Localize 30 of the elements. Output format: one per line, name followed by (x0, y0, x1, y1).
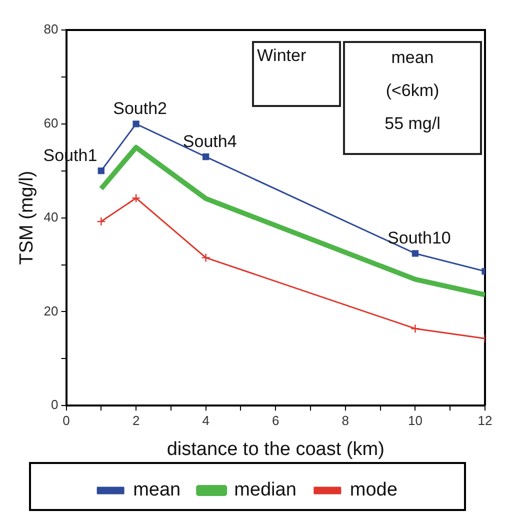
x-tick-label: 6 (272, 412, 280, 428)
x-tick-label: 0 (62, 412, 70, 428)
point (96, 216, 106, 226)
y-tick-label: 40 (44, 209, 58, 224)
legend-label: mode (350, 480, 398, 501)
x-axis-title: distance to the coast (km) (166, 438, 384, 460)
y-tick-label: 60 (44, 115, 58, 130)
y-axis-title: TSM (mg/l) (16, 170, 38, 265)
point (202, 153, 210, 160)
x-tick-label: 2 (132, 412, 140, 428)
annotation: mean (<6km) 55 mg/l (384, 48, 440, 134)
x-tick-label: 12 (478, 412, 492, 428)
annotation: South2 (113, 99, 167, 118)
point (412, 250, 419, 257)
point (98, 168, 104, 174)
x-tick-label: 10 (408, 412, 422, 428)
annotation: Winter (257, 46, 306, 66)
annotation: South4 (182, 132, 237, 151)
point (131, 193, 141, 203)
x-tick-label: 4 (202, 412, 210, 428)
point (410, 324, 420, 334)
legend-label: mean (133, 480, 181, 501)
annotation: South10 (388, 228, 451, 248)
y-tick-label: 80 (44, 22, 58, 37)
y-tick-label: 0 (51, 397, 58, 412)
legend-label: median (234, 480, 296, 501)
y-tick-label: 20 (44, 303, 58, 318)
point (132, 120, 140, 128)
x-tick-label: 8 (342, 412, 350, 428)
point (201, 253, 210, 262)
